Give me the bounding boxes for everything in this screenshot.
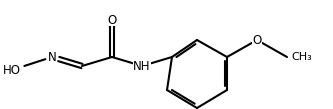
Text: CH₃: CH₃ bbox=[291, 52, 312, 62]
Text: O: O bbox=[252, 33, 262, 47]
Text: NH: NH bbox=[133, 60, 151, 72]
Text: HO: HO bbox=[3, 64, 21, 77]
Text: O: O bbox=[107, 14, 117, 26]
Text: N: N bbox=[48, 50, 56, 64]
